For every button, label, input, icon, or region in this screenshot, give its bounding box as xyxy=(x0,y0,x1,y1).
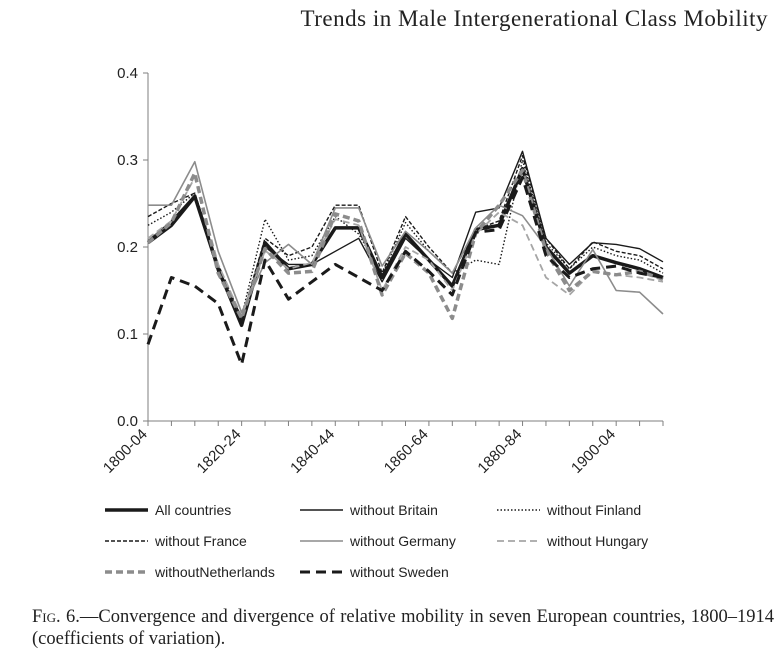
legend-label: without Sweden xyxy=(349,564,449,580)
figure-caption: Fig. 6.—Convergence and divergence of re… xyxy=(32,606,774,650)
legend-label: without France xyxy=(154,533,247,549)
y-tick-label: 0.3 xyxy=(117,152,138,169)
y-tick-label: 0.0 xyxy=(117,413,138,430)
series-line-without-sweden xyxy=(146,175,664,366)
caption-text: —Convergence and divergence of relative … xyxy=(32,607,774,649)
x-tick-label: 1800-04 xyxy=(100,426,151,477)
plot-area: 0.0 0.1 0.2 0.3 0.4 1800-04 1820-24 1840-44 1860… xyxy=(100,65,664,477)
legend-label: without Germany xyxy=(349,533,456,549)
x-tick-label: 1820-24 xyxy=(194,426,245,477)
x-tick-label: 1860-64 xyxy=(381,426,432,477)
legend-label: withoutNetherlands xyxy=(154,564,275,580)
series-line-without-hungary xyxy=(147,176,664,318)
legend-label: without Hungary xyxy=(546,533,648,549)
legend-label: All countries xyxy=(155,502,231,518)
x-tick-label: 1840-44 xyxy=(287,426,338,477)
line-chart: 0.0 0.1 0.2 0.3 0.4 1800-04 1820-24 1840-44 1860… xyxy=(100,65,664,580)
legend-label: without Finland xyxy=(546,502,641,518)
series-line-withoutnetherlands xyxy=(146,168,664,321)
running-head: Trends in Male Intergenerational Class M… xyxy=(300,6,768,31)
y-tick-label: 0.4 xyxy=(117,65,138,82)
caption-lead: Fig. 6. xyxy=(32,607,80,627)
y-tick-label: 0.2 xyxy=(117,239,138,256)
x-tick-label: 1880-84 xyxy=(474,426,525,477)
legend: All countries without Britain without Finl… xyxy=(105,502,648,580)
legend-label: without Britain xyxy=(349,502,438,518)
x-tick-label: 1900-04 xyxy=(568,426,619,477)
series-line-without-france xyxy=(147,154,664,319)
y-tick-label: 0.1 xyxy=(117,326,138,343)
